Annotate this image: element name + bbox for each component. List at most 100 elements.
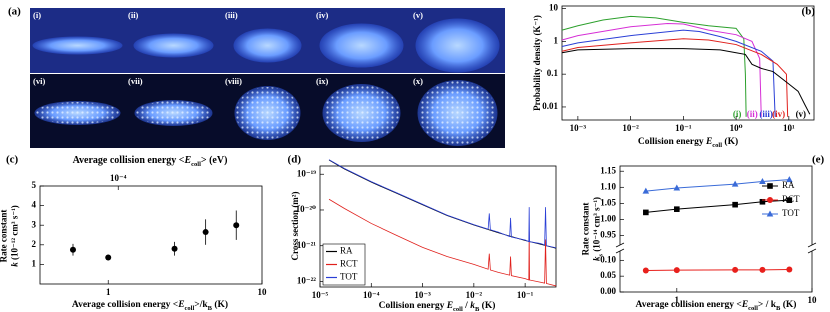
legend-label: RCT <box>782 194 800 204</box>
label-part: E <box>446 301 453 311</box>
data-point <box>171 245 178 252</box>
legend-marker <box>767 197 773 203</box>
marker <box>732 266 739 273</box>
ion-cloud <box>32 36 123 55</box>
label-part: k <box>470 301 475 311</box>
y-tick-label: 0.10 <box>600 254 616 264</box>
curve-label: (iv) <box>772 109 785 119</box>
panel-label: (b) <box>802 6 816 18</box>
image-label: (i) <box>33 10 41 20</box>
data-point <box>202 229 209 236</box>
image-label: (vii) <box>128 76 143 86</box>
plot-frame <box>39 185 263 285</box>
label-part: E <box>177 300 184 310</box>
y-tick-label: 10 <box>549 3 559 13</box>
axis-break <box>807 248 817 254</box>
y-tick-label: 10⁻²¹ <box>297 240 316 250</box>
image-label: (vi) <box>33 76 45 86</box>
label-part: B <box>475 306 480 312</box>
legend-label: TOT <box>782 208 800 218</box>
ion-crystal <box>323 85 400 141</box>
label-part: coll <box>453 306 463 312</box>
legend-label: RA <box>782 180 795 190</box>
series-line <box>328 159 557 249</box>
x-tick-label: 10⁻³ <box>414 290 431 300</box>
image-label: (ii) <box>128 10 139 20</box>
marker <box>731 180 739 187</box>
legend-label: RCT <box>340 259 358 269</box>
y-tick-label: 0.00 <box>600 286 616 296</box>
series-line <box>561 15 747 117</box>
y-tick-label: 1 <box>554 35 559 45</box>
y-axis-label: Cross section (m²) <box>290 191 300 260</box>
plot-frame <box>619 165 813 293</box>
y-tick-label: 0.1 <box>547 68 559 78</box>
panel-label: (c) <box>6 154 19 166</box>
marker <box>786 176 793 183</box>
x-tick-label: 10⁻² <box>466 290 483 300</box>
label-part: / <box>463 301 470 311</box>
label-part: (K) <box>780 299 796 310</box>
y-tick-label: 3 <box>32 219 37 229</box>
label-part: E <box>705 137 712 147</box>
label-part: B <box>776 305 781 312</box>
ion-cloud <box>415 18 500 73</box>
image-label: (iii) <box>225 10 238 20</box>
image-label: (ix) <box>316 76 328 86</box>
y-tick-label: 1.05 <box>600 197 616 207</box>
axis-break-gap <box>617 245 623 251</box>
data-point <box>69 246 76 253</box>
y-tick-label: 5 <box>32 180 37 190</box>
x-tick-label: 10¹ <box>783 123 795 133</box>
x-tick-label: 10⁻¹ <box>517 290 534 300</box>
curve-label: (i) <box>733 109 742 119</box>
marker <box>732 201 738 208</box>
y-axis-label: ks (10⁻¹⁴ cm³ s⁻¹) <box>592 197 605 261</box>
label-part: k <box>592 256 602 261</box>
y-tick-label: 10⁻²² <box>297 276 316 286</box>
label-part: Collision energy <box>379 301 447 311</box>
x-tick-label: 10⁻⁵ <box>312 290 329 300</box>
label-part: (K) <box>722 136 738 147</box>
x-tick-label: 10⁻³ <box>570 123 587 133</box>
data-point <box>233 222 240 229</box>
series-line <box>328 198 557 287</box>
marker <box>673 184 681 191</box>
series-line <box>645 269 790 271</box>
marker <box>786 197 793 203</box>
image-label: (x) <box>413 76 423 86</box>
y-axis-label: k (10⁻¹² cm³ s⁻¹) <box>10 205 20 267</box>
marker <box>759 266 766 273</box>
y-tick-label: 1 <box>32 258 37 268</box>
y-axis-label: Rate constant <box>0 210 9 263</box>
plot-frame <box>319 165 557 288</box>
x-axis-label: Collision energy Ecoll (K) <box>638 136 738 149</box>
y-axis-label: Probability density (K⁻¹) <box>532 15 542 111</box>
axis-break <box>615 248 625 254</box>
axis-break <box>807 242 817 248</box>
label-part: (K) <box>212 299 228 310</box>
label-part: E <box>741 300 748 310</box>
y-tick-label: 0.05 <box>600 270 616 280</box>
marker <box>786 266 793 273</box>
marker <box>759 198 766 205</box>
label-part: E <box>183 155 191 166</box>
ion-cloud <box>319 23 404 68</box>
image-label: (viii) <box>225 76 242 86</box>
series-line <box>561 48 811 115</box>
marker <box>642 187 650 194</box>
label-part: coll <box>712 142 722 149</box>
y-tick-label: 1.10 <box>600 181 616 191</box>
y-tick-label: 10⁻¹⁹ <box>297 168 316 178</box>
label-part: Average collision energy < <box>73 155 185 166</box>
label-part: Rate constant <box>0 210 9 263</box>
curve-label: (iii) <box>759 109 773 119</box>
label-part: (10⁻¹² cm³ s⁻¹) <box>10 205 20 262</box>
x-tick-label: 1 <box>106 287 111 297</box>
x-axis-label: Collision energy Ecoll / kB (K) <box>379 300 496 312</box>
marker <box>643 209 649 216</box>
label-part: >/k <box>194 300 208 310</box>
label-part: coll <box>185 305 195 312</box>
label-part: Probability density (K⁻¹) <box>532 15 542 111</box>
ion-cloud <box>233 28 302 63</box>
